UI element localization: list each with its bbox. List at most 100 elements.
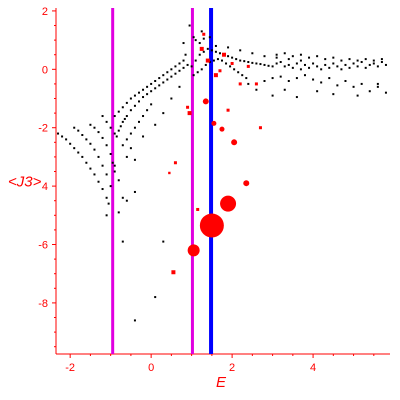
data-point [109,185,112,188]
data-point [295,62,298,65]
data-point [81,155,84,158]
data-point [101,136,104,139]
data-point [196,71,199,74]
data-point [192,74,195,77]
red-data-point [218,69,222,73]
data-point [360,82,363,85]
data-point [93,173,96,176]
data-point [150,90,153,93]
data-point [263,63,266,66]
data-point [137,91,140,94]
data-point [133,126,136,129]
data-point [194,59,197,62]
data-point [263,79,266,82]
data-point [202,50,205,53]
data-point [121,120,124,123]
data-point [368,63,371,66]
data-point [137,120,140,123]
y-tick-label: -8 [38,298,48,310]
data-point [190,65,193,68]
red-data-point [219,126,225,132]
data-point [105,173,108,176]
data-point [198,42,201,45]
data-point [231,56,234,59]
data-point [162,81,165,84]
data-point [142,88,145,91]
data-point [174,72,177,75]
data-point [241,74,244,77]
red-data-point [205,58,210,63]
data-point [356,59,359,62]
data-point [380,61,383,64]
red-data-point [199,46,204,51]
data-point [245,77,248,80]
data-point [316,55,319,58]
data-point [344,63,347,66]
data-point [263,55,266,58]
y-tick-label: 2 [42,6,48,18]
data-point [105,196,108,199]
data-point [340,59,343,62]
data-point [125,199,128,202]
data-point [137,100,140,103]
data-point [271,65,274,68]
data-point [368,90,371,93]
x-tick-label: 4 [310,362,316,374]
data-point [320,81,323,84]
data-point [154,79,157,82]
data-point [89,142,92,145]
data-point [192,36,195,39]
data-point [105,120,108,123]
data-point [101,188,104,191]
data-point [200,68,203,71]
data-point [150,103,153,106]
data-point [384,91,387,94]
y-axis-title: <J3> [8,174,42,191]
data-point [182,42,185,45]
data-point [316,90,319,93]
data-point [194,39,197,42]
data-point [170,97,173,100]
data-point [352,85,355,88]
data-point [237,71,240,74]
data-point [352,62,355,65]
data-point [380,58,383,61]
data-point [178,69,181,72]
data-point [348,66,351,69]
data-point [243,60,246,63]
data-point [328,66,331,69]
data-point [229,65,232,68]
red-data-point [258,126,262,130]
data-point [275,56,278,59]
data-point [182,59,185,62]
data-point [287,63,290,66]
data-point [287,58,290,61]
data-point [210,49,213,52]
data-point [364,58,367,61]
data-point [247,82,250,85]
data-point [123,117,126,120]
data-point [376,82,379,85]
data-point [275,53,278,56]
data-point [125,115,128,118]
data-point [166,71,169,74]
data-point [372,59,375,62]
data-point [119,125,122,128]
red-data-point [187,111,192,116]
data-point [111,161,114,164]
data-point [105,214,108,217]
data-point [115,135,118,138]
red-data-point [173,161,177,165]
data-point [332,62,335,65]
data-point [328,77,331,80]
data-point [255,62,258,65]
data-point [121,196,124,199]
data-point [97,155,100,158]
data-point [344,79,347,82]
data-point [364,66,367,69]
data-point [101,164,104,167]
red-data-point [226,108,230,112]
data-point [125,138,128,141]
data-point [178,85,181,88]
data-point [162,240,165,243]
